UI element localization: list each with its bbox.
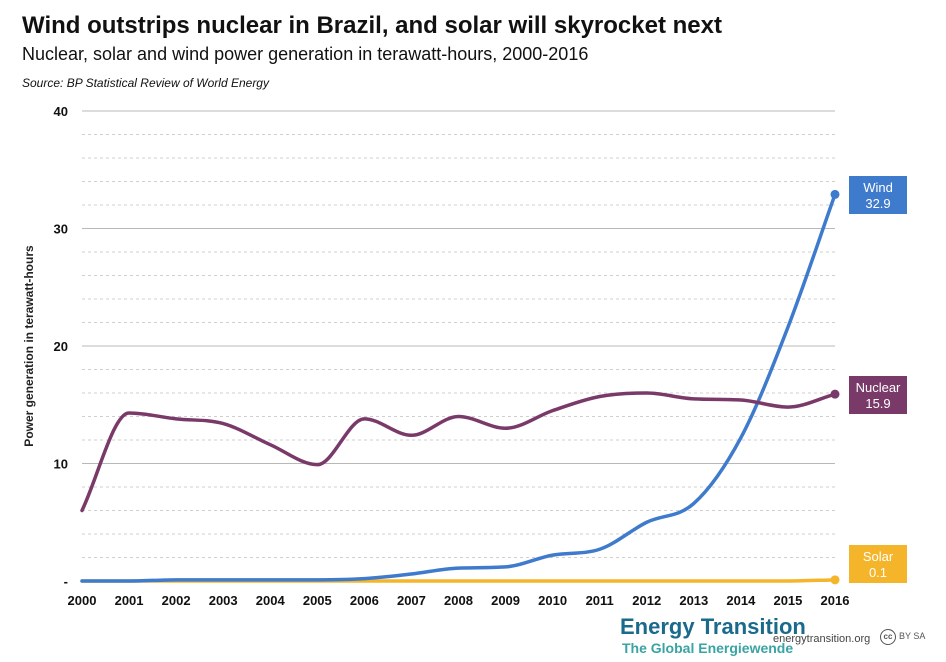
x-tick-label: 2005 xyxy=(303,593,332,608)
x-tick-label: 2002 xyxy=(162,593,191,608)
license-text: BY SA xyxy=(899,631,926,641)
wind-series-line xyxy=(80,192,837,583)
y-tick-label: 40 xyxy=(54,104,68,119)
x-tick-label: 2012 xyxy=(632,593,661,608)
license-badge: cc BY SA xyxy=(880,629,925,645)
wind-series-name-label: Wind xyxy=(863,180,893,195)
x-tick-label: 2016 xyxy=(821,593,850,608)
x-tick-label: 2015 xyxy=(773,593,802,608)
nuclear-label-box xyxy=(849,376,907,414)
solar-value-label: 0.1 xyxy=(869,565,887,580)
x-tick-label: 2004 xyxy=(256,593,286,608)
creative-commons-icon: cc xyxy=(880,629,896,645)
chart-title: Wind outstrips nuclear in Brazil, and so… xyxy=(22,12,722,39)
wind-label-box xyxy=(849,176,907,214)
x-tick-label: 2003 xyxy=(209,593,238,608)
solar-end-point xyxy=(830,575,840,585)
y-axis-label: Power generation in terawatt-hours xyxy=(22,245,36,447)
x-tick-label: 2006 xyxy=(350,593,379,608)
wind-value-label: 32.9 xyxy=(865,196,890,211)
x-tick-label: 2009 xyxy=(491,593,520,608)
nuclear-series-name-label: Nuclear xyxy=(856,380,901,395)
x-tick-label: 2014 xyxy=(726,593,756,608)
y-tick-label: - xyxy=(64,574,68,589)
x-tick-label: 2000 xyxy=(68,593,97,608)
wind-end-point xyxy=(830,189,840,199)
solar-series-name-label: Solar xyxy=(863,549,894,564)
y-tick-label: 20 xyxy=(54,339,68,354)
nuclear-series-line xyxy=(80,391,837,513)
nuclear-value-label: 15.9 xyxy=(865,396,890,411)
x-tick-label: 2010 xyxy=(538,593,567,608)
x-tick-label: 2008 xyxy=(444,593,473,608)
solar-label-box xyxy=(849,545,907,583)
x-tick-label: 2007 xyxy=(397,593,426,608)
nuclear-end-point xyxy=(830,389,840,399)
logo-global-energiewende: The Global Energiewende xyxy=(622,640,794,656)
x-tick-label: 2011 xyxy=(586,593,614,608)
chart-source: Source: BP Statistical Review of World E… xyxy=(22,76,269,90)
x-tick-label: 2001 xyxy=(115,593,144,608)
x-tick-label: 2013 xyxy=(679,593,708,608)
y-tick-label: 10 xyxy=(54,457,68,472)
chart-subtitle: Nuclear, solar and wind power generation… xyxy=(22,44,589,64)
y-tick-label: 30 xyxy=(54,222,68,237)
logo-energy-transition: Energy Transition xyxy=(620,614,806,639)
footer-url: energytransition.org xyxy=(773,633,871,645)
